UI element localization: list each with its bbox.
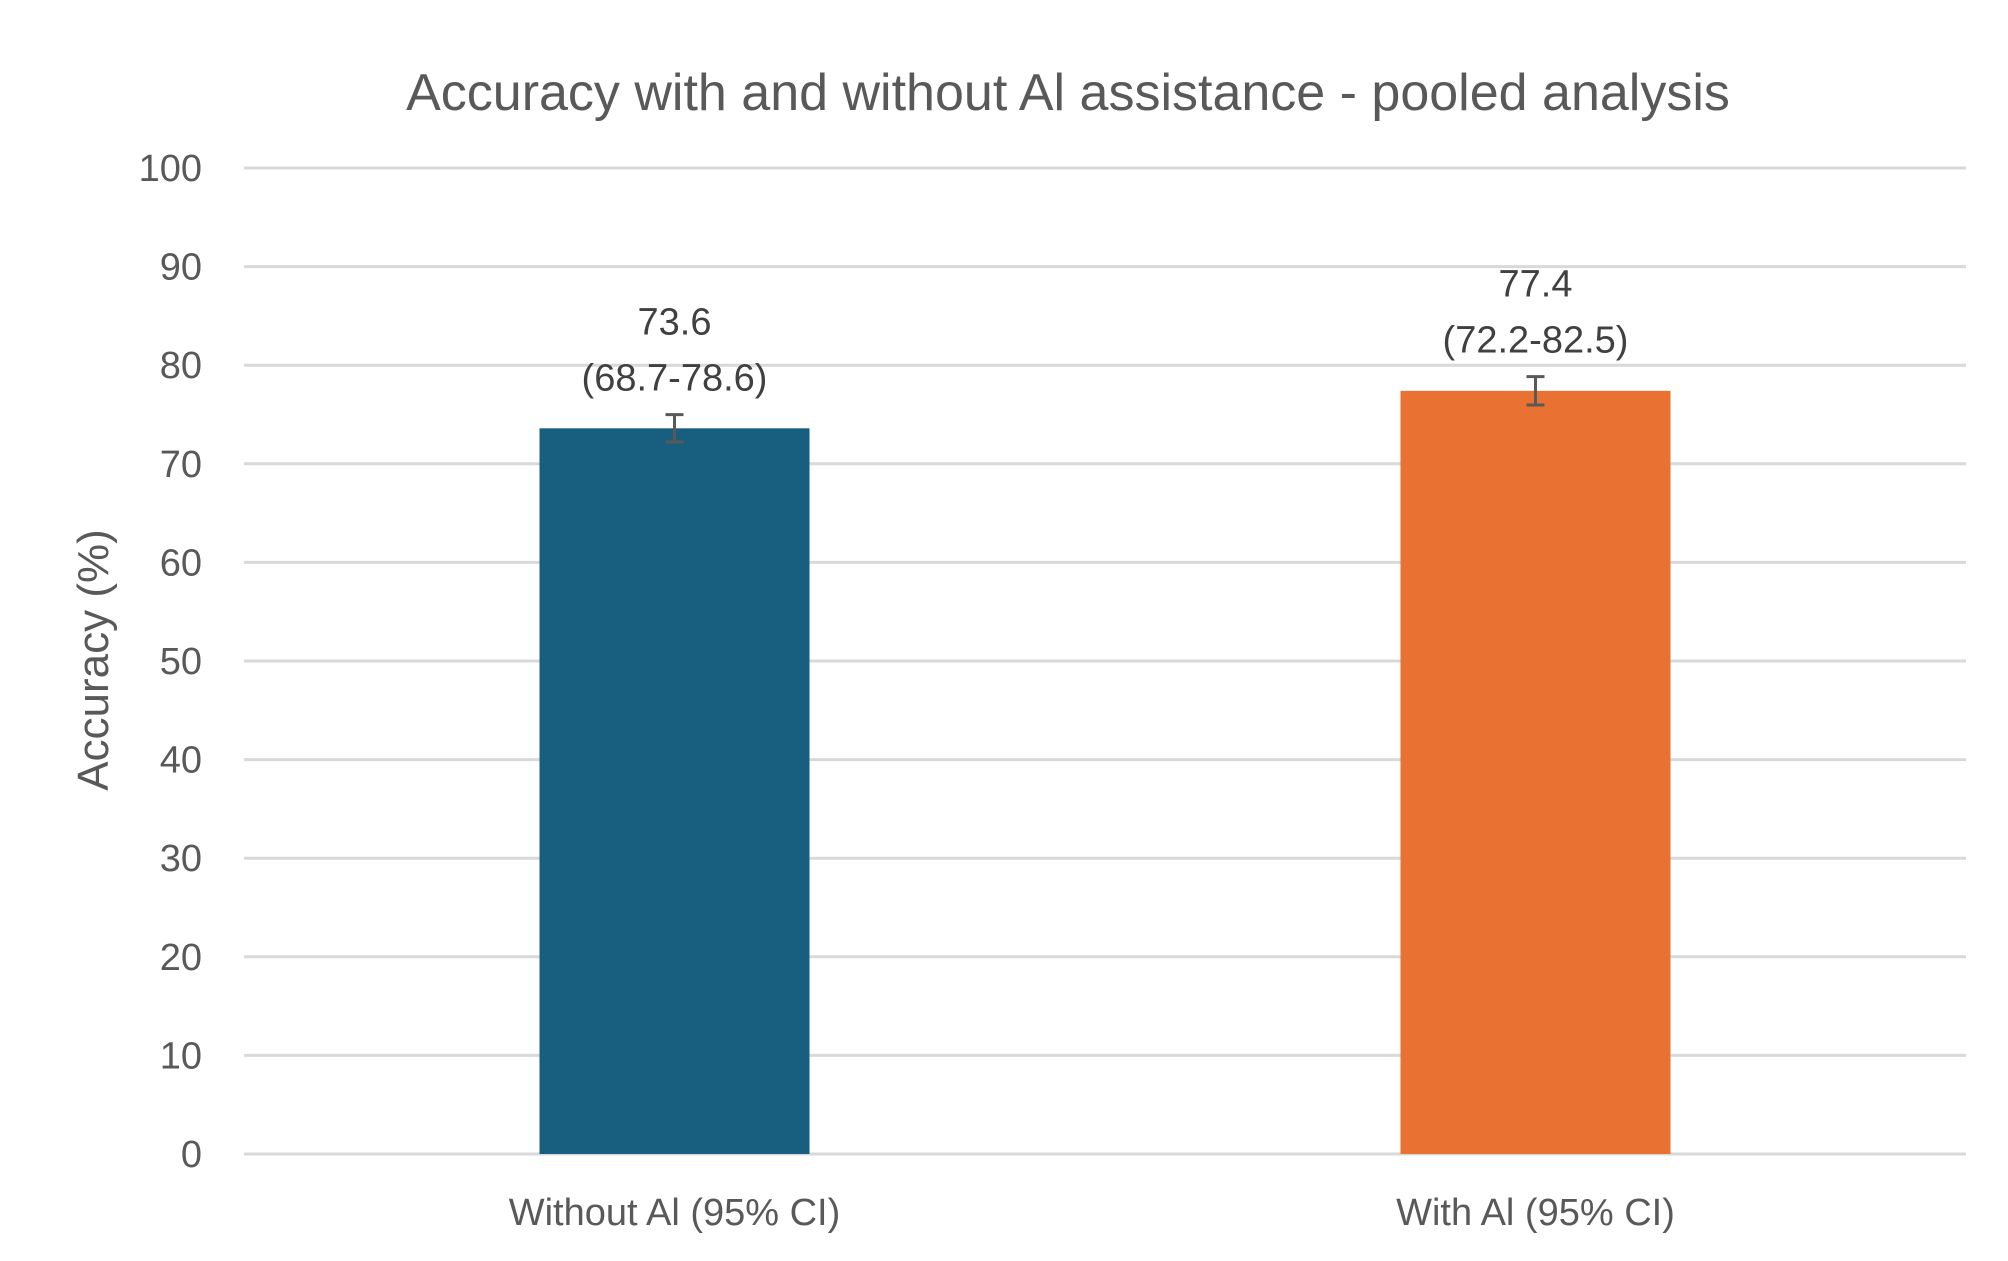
bar (1400, 390, 1671, 1154)
y-tick-label: 60 (160, 542, 202, 584)
y-tick-label: 70 (160, 444, 202, 486)
y-tick-label: 0 (181, 1134, 202, 1176)
y-tick-label: 30 (160, 838, 202, 880)
error-bars (665, 375, 1545, 444)
x-axis-category-labels: Without Al (95% CI) With Al (95% CI) (509, 1192, 1675, 1234)
error-bar (665, 413, 684, 444)
y-tick-label: 100 (139, 148, 202, 190)
error-bar (1526, 375, 1545, 407)
y-axis-title: Accuracy (%) (69, 529, 118, 791)
y-tick-label: 90 (160, 247, 202, 289)
bar (539, 428, 810, 1155)
y-tick-label: 10 (160, 1035, 202, 1077)
y-tick-label: 20 (160, 937, 202, 979)
y-tick-label: 40 (160, 740, 202, 782)
y-axis-tick-labels: 0 10 20 30 40 50 60 70 80 90 100 (139, 148, 202, 1176)
ci-label: (68.7-78.6) (582, 358, 768, 400)
bars (539, 390, 1671, 1155)
value-label: 73.6 (638, 302, 712, 344)
category-label: With Al (95% CI) (1396, 1192, 1675, 1234)
y-tick-label: 50 (160, 641, 202, 683)
category-label: Without Al (95% CI) (509, 1192, 841, 1234)
data-labels: 73.6 (68.7-78.6) 77.4 (72.2-82.5) (582, 264, 1629, 400)
ci-label: (72.2-82.5) (1443, 320, 1629, 362)
value-label: 77.4 (1499, 264, 1573, 306)
chart-title: Accuracy with and without Al assistance … (406, 64, 1730, 122)
y-tick-label: 80 (160, 345, 202, 387)
gridlines (244, 166, 1966, 1156)
